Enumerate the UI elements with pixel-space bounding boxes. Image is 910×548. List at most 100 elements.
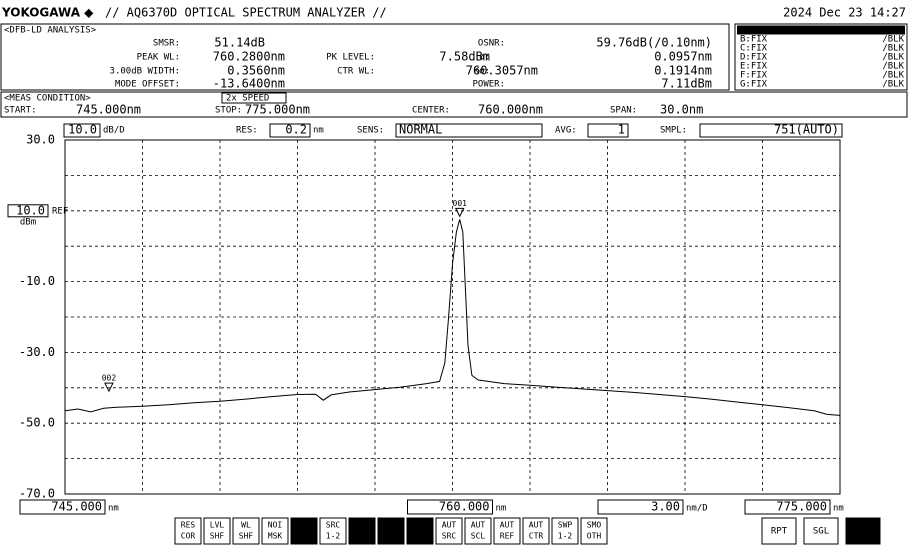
analysis-label: Kσ: [474, 67, 490, 77]
x-tick-label: 745.000 [51, 500, 102, 514]
button-label: RES [181, 521, 196, 530]
button[interactable] [348, 517, 376, 545]
ref-unit: dBm [20, 217, 36, 227]
avg-label: AVG: [555, 126, 577, 136]
trace-highlight [737, 25, 905, 35]
condition-label: STOP: [215, 106, 242, 116]
condition-box [0, 91, 908, 118]
analysis-value: 59.76dB(/0.10nm) [596, 36, 712, 50]
trace-mode: /DSP [882, 26, 904, 36]
analysis-label: σ: [479, 53, 490, 63]
button-label: OFS [384, 532, 399, 541]
res-label: RES: [236, 126, 258, 136]
res-box [269, 123, 311, 138]
sens-label: SENS: [357, 126, 384, 136]
speed: 2x SPEED [226, 94, 269, 104]
button-label: ANA [413, 532, 428, 541]
button[interactable] [845, 517, 881, 545]
button-label: SRC [326, 521, 341, 530]
marker-label: 002 [102, 374, 117, 383]
button[interactable] [522, 517, 550, 545]
x-tick-box [744, 499, 831, 515]
condition-value: 30.0nm [660, 103, 703, 117]
button-label: LVL [210, 521, 225, 530]
condition-title: <MEAS CONDITION> [4, 94, 91, 104]
condition-value: 775.000nm [245, 103, 310, 117]
button-label: WL [357, 532, 367, 541]
sens-box [395, 123, 543, 138]
trace-name: G:FIX [740, 80, 768, 90]
marker [104, 382, 114, 393]
plot-frame [64, 139, 841, 495]
button-label: SHF [210, 532, 225, 541]
condition-label: CENTER: [412, 106, 450, 116]
button-label: MSK [268, 532, 283, 541]
trace-mode: /BLK [882, 80, 904, 90]
button-label: SHF [239, 532, 254, 541]
x-tick-box [19, 499, 106, 515]
y-tick-label: -50.0 [19, 416, 55, 430]
marker-label: 001 [453, 199, 468, 208]
scale-unit: dB/D [103, 126, 125, 136]
button[interactable] [551, 517, 579, 545]
button[interactable] [377, 517, 405, 545]
button[interactable] [464, 517, 492, 545]
button-label: WL [241, 521, 251, 530]
trace-mode: /BLK [882, 71, 904, 81]
button-label: SCL [471, 532, 486, 541]
button[interactable] [580, 517, 608, 545]
trace-mode: /BLK [882, 44, 904, 54]
button[interactable] [435, 517, 463, 545]
trace-name: B:FIX [740, 35, 768, 45]
button-label: AUT [471, 521, 486, 530]
condition-value: 745.000nm [76, 103, 141, 117]
trace-name: F:FIX [740, 71, 768, 81]
button[interactable] [493, 517, 521, 545]
analysis-value: 760.2800nm [213, 50, 285, 64]
condition-label: SPAN: [610, 106, 637, 116]
button[interactable] [232, 517, 260, 545]
analysis-value: 51.14dB [214, 36, 265, 50]
condition-value: 760.000nm [478, 103, 543, 117]
trace-name: D:FIX [740, 53, 768, 63]
button[interactable] [174, 517, 202, 545]
x-tick-box [407, 499, 493, 515]
button[interactable] [803, 517, 839, 545]
button[interactable] [261, 517, 289, 545]
smpl-box [699, 123, 843, 138]
analysis-label: PK LEVEL: [326, 53, 375, 63]
brand: YOKOGAWA ◆ [1, 6, 94, 20]
button[interactable] [203, 517, 231, 545]
trace-mode: /BLK [882, 53, 904, 63]
spectrum-trace [64, 219, 841, 416]
button-label: CTR [529, 532, 544, 541]
button[interactable] [319, 517, 347, 545]
y-tick-label: 10.0 [16, 203, 45, 217]
button-label: NOI [268, 521, 283, 530]
button[interactable] [761, 517, 797, 545]
button-label: AUT [413, 521, 428, 530]
res: 0.2 [285, 123, 307, 137]
button[interactable] [290, 517, 318, 545]
trace-mode: /BLK [882, 35, 904, 45]
button[interactable] [406, 517, 434, 545]
analysis-value: 760.3057nm [466, 64, 538, 78]
smpl-label: SMPL: [660, 126, 687, 136]
button-label: SGL [813, 527, 829, 537]
analysis-label: OSNR: [478, 39, 505, 49]
avg: 1 [618, 123, 625, 137]
trace-box [734, 23, 908, 91]
button-label: ZOM [297, 532, 312, 541]
ref-label: REF [52, 206, 68, 216]
datetime: 2024 Dec 23 14:27 [783, 6, 906, 20]
scale: 10.0 [68, 123, 97, 137]
analysis-value: 0.0957nm [654, 50, 712, 64]
y-tick-label: -10.0 [19, 274, 55, 288]
span-per-div: 3.00 [651, 500, 680, 514]
span-unit: nm/D [686, 504, 708, 514]
x-unit: nm [833, 504, 844, 514]
analysis-value: 7.58dBm [439, 50, 490, 64]
button-label: AUT [500, 521, 515, 530]
button-label: 1-2 [558, 532, 573, 541]
